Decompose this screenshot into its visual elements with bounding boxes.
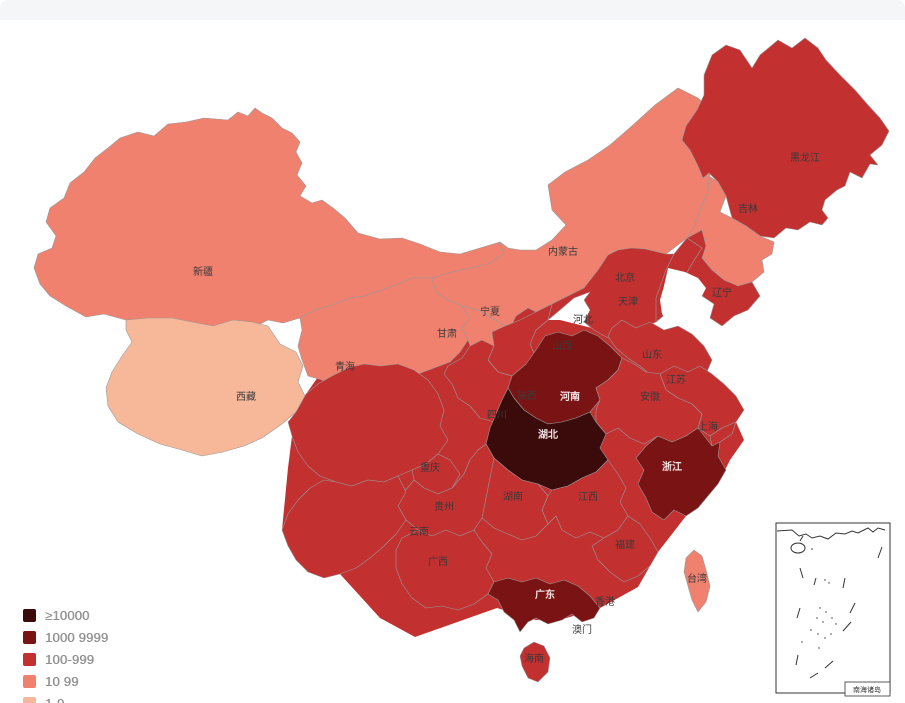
svg-text:黑龙江: 黑龙江 xyxy=(790,151,820,164)
svg-text:台湾: 台湾 xyxy=(687,572,707,585)
svg-text:江西: 江西 xyxy=(578,491,598,503)
svg-text:新疆: 新疆 xyxy=(193,265,213,278)
svg-text:广西: 广西 xyxy=(428,556,448,568)
svg-text:甘肃: 甘肃 xyxy=(437,327,457,340)
svg-text:南海诸岛: 南海诸岛 xyxy=(853,685,881,694)
svg-text:陕西: 陕西 xyxy=(517,389,537,402)
svg-text:湖南: 湖南 xyxy=(503,490,523,503)
svg-text:宁夏: 宁夏 xyxy=(480,305,500,318)
svg-text:辽宁: 辽宁 xyxy=(712,286,732,299)
svg-text:北京: 北京 xyxy=(615,271,635,284)
svg-text:贵州: 贵州 xyxy=(434,500,454,513)
svg-text:吉林: 吉林 xyxy=(738,202,758,215)
svg-text:内蒙古: 内蒙古 xyxy=(548,245,578,258)
svg-text:山西: 山西 xyxy=(552,340,572,352)
svg-text:安徽: 安徽 xyxy=(640,390,660,403)
svg-text:四川: 四川 xyxy=(487,410,507,421)
svg-text:湖北: 湖北 xyxy=(538,428,558,441)
svg-text:天津: 天津 xyxy=(618,296,638,308)
svg-text:西藏: 西藏 xyxy=(236,391,256,403)
svg-text:浙江: 浙江 xyxy=(662,460,682,473)
svg-text:河南: 河南 xyxy=(560,390,580,403)
svg-text:云南: 云南 xyxy=(409,525,429,538)
svg-text:河北: 河北 xyxy=(573,314,593,326)
svg-text:澳门: 澳门 xyxy=(572,623,592,636)
svg-text:上海: 上海 xyxy=(698,420,718,433)
svg-text:重庆: 重庆 xyxy=(420,461,440,474)
svg-text:香港: 香港 xyxy=(595,596,615,608)
svg-text:福建: 福建 xyxy=(615,538,635,551)
svg-text:广东: 广东 xyxy=(535,588,555,601)
svg-text:江苏: 江苏 xyxy=(666,373,686,386)
svg-text:海南: 海南 xyxy=(524,652,544,665)
svg-text:青海: 青海 xyxy=(335,360,355,373)
svg-text:山东: 山东 xyxy=(642,348,662,361)
